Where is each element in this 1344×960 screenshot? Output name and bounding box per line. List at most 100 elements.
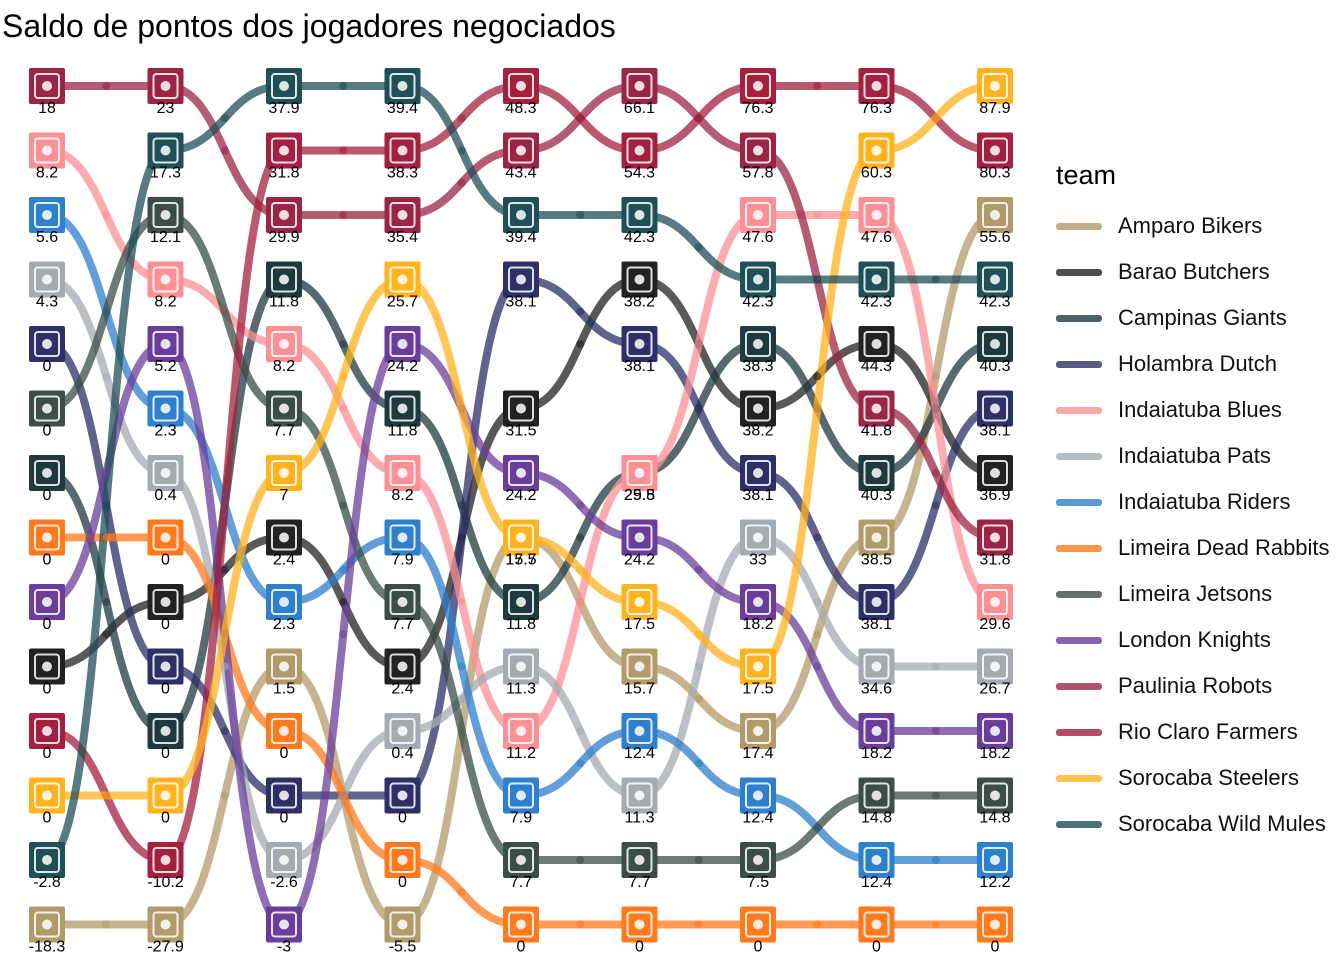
value-label: 42.3: [624, 229, 655, 246]
series-point: [576, 920, 585, 929]
team-logo-icon: [147, 584, 184, 620]
series-point: [576, 340, 585, 348]
series-line-indaiatuba-riders: [43, 211, 999, 864]
legend-label: Rio Claro Farmers: [1118, 719, 1298, 744]
value-label: 12.4: [624, 745, 655, 762]
series-line-rio-claro-farmers: [43, 81, 999, 865]
series-point: [576, 533, 585, 542]
value-label: 39.4: [505, 229, 536, 246]
series-point: [457, 694, 466, 703]
value-label: 29.8: [624, 487, 655, 504]
value-label: 8.2: [391, 487, 413, 504]
series-point: [813, 630, 822, 639]
team-logo-icon: [977, 132, 1013, 169]
series-point: [576, 114, 585, 123]
value-label: -2.6: [270, 874, 298, 891]
value-label: 54.3: [624, 165, 655, 182]
series-point: [102, 372, 111, 381]
team-logo-icon: [147, 906, 184, 943]
value-label: 11.8: [388, 423, 418, 440]
team-logo-icon: [740, 326, 776, 362]
team-logo-icon: [740, 197, 776, 233]
team-logo-icon: [384, 842, 421, 878]
series-point: [931, 404, 940, 413]
team-logo-icon: [503, 455, 539, 491]
value-label: 15.7: [505, 552, 536, 569]
series-point: [576, 759, 585, 768]
team-logo-icon: [384, 455, 421, 491]
team-logo-icon: [621, 519, 658, 556]
team-logo-icon: [29, 455, 65, 491]
value-label: 44.3: [861, 358, 892, 375]
value-label: 0.4: [391, 745, 413, 762]
team-logo-icon: [266, 906, 302, 943]
team-logo-icon: [266, 777, 302, 814]
team-logo-icon: [503, 197, 539, 233]
value-label: 15.7: [624, 681, 655, 698]
legend-item-holambra-dutch: Holambra Dutch: [1056, 341, 1330, 387]
team-logo-icon: [858, 197, 895, 233]
team-logo-icon: [266, 326, 302, 362]
value-label: 25.5: [624, 487, 655, 504]
series-point: [694, 404, 703, 413]
value-label: 2.4: [273, 552, 295, 569]
value-label: 57.8: [742, 165, 773, 182]
value-label: 42.3: [979, 294, 1010, 311]
value-label: -10.2: [147, 874, 184, 891]
series-line-campinas-giants: [43, 275, 999, 736]
team-logo-icon: [858, 68, 895, 104]
series-point: [339, 630, 348, 639]
value-label: 0: [43, 487, 52, 504]
value-label: 7.7: [628, 874, 650, 891]
value-label: 60.3: [861, 165, 892, 182]
team-logo-icon: [858, 326, 895, 362]
legend-item-campinas-giants: Campinas Giants: [1056, 295, 1330, 341]
team-logo-icon: [977, 584, 1013, 620]
value-label: -3: [277, 939, 291, 956]
team-logo-icon: [977, 906, 1013, 943]
value-label: 14.8: [979, 810, 1010, 827]
value-label: 0.4: [154, 487, 176, 504]
value-label: 38.3: [742, 358, 773, 375]
series-line-sorocaba-wild-mules: [43, 81, 999, 864]
series-point: [339, 791, 348, 800]
value-label: 0: [43, 552, 52, 569]
legend-item-indaiatuba-riders: Indaiatuba Riders: [1056, 479, 1330, 525]
team-logo-icon: [740, 648, 776, 685]
value-label: 38.5: [861, 552, 892, 569]
value-label: 47.6: [861, 229, 892, 246]
series-point: [220, 791, 229, 800]
legend-label: Paulinia Robots: [1118, 673, 1273, 698]
series-point: [339, 598, 348, 606]
team-logo-icon: [503, 906, 539, 943]
value-label: 0: [635, 939, 644, 956]
legend-key: [1056, 406, 1102, 414]
value-label: 11.3: [625, 810, 655, 827]
team-logo-icon: [266, 842, 302, 878]
team-logo-icon: [503, 68, 539, 104]
team-logo-icon: [29, 777, 65, 814]
team-logo-icon: [266, 132, 302, 169]
legend-label: Indaiatuba Riders: [1118, 489, 1291, 514]
team-logo-icon: [621, 326, 658, 362]
team-logo-icon: [977, 326, 1013, 362]
team-logo-icon: [621, 132, 658, 169]
team-logo-icon: [977, 68, 1013, 104]
team-logo-icon: [740, 519, 776, 556]
team-logo-icon: [147, 648, 184, 685]
team-logo-icon: [266, 519, 302, 556]
value-label: 18.2: [979, 745, 1010, 762]
series-point: [576, 598, 585, 606]
value-label: 17.4: [742, 745, 773, 762]
team-logo-icon: [621, 261, 658, 298]
value-label: 66.1: [624, 100, 655, 117]
value-label: 0: [43, 616, 52, 633]
legend-items: Amparo Bikers Barao Butchers Campinas Gian…: [1056, 203, 1330, 847]
value-label: 34.6: [861, 681, 892, 698]
team-logo-icon: [621, 906, 658, 943]
value-label: 5.2: [154, 358, 176, 375]
team-logo-icon: [858, 842, 895, 878]
series-point: [694, 759, 703, 768]
value-label: 0: [43, 358, 52, 375]
series-point: [931, 727, 940, 735]
